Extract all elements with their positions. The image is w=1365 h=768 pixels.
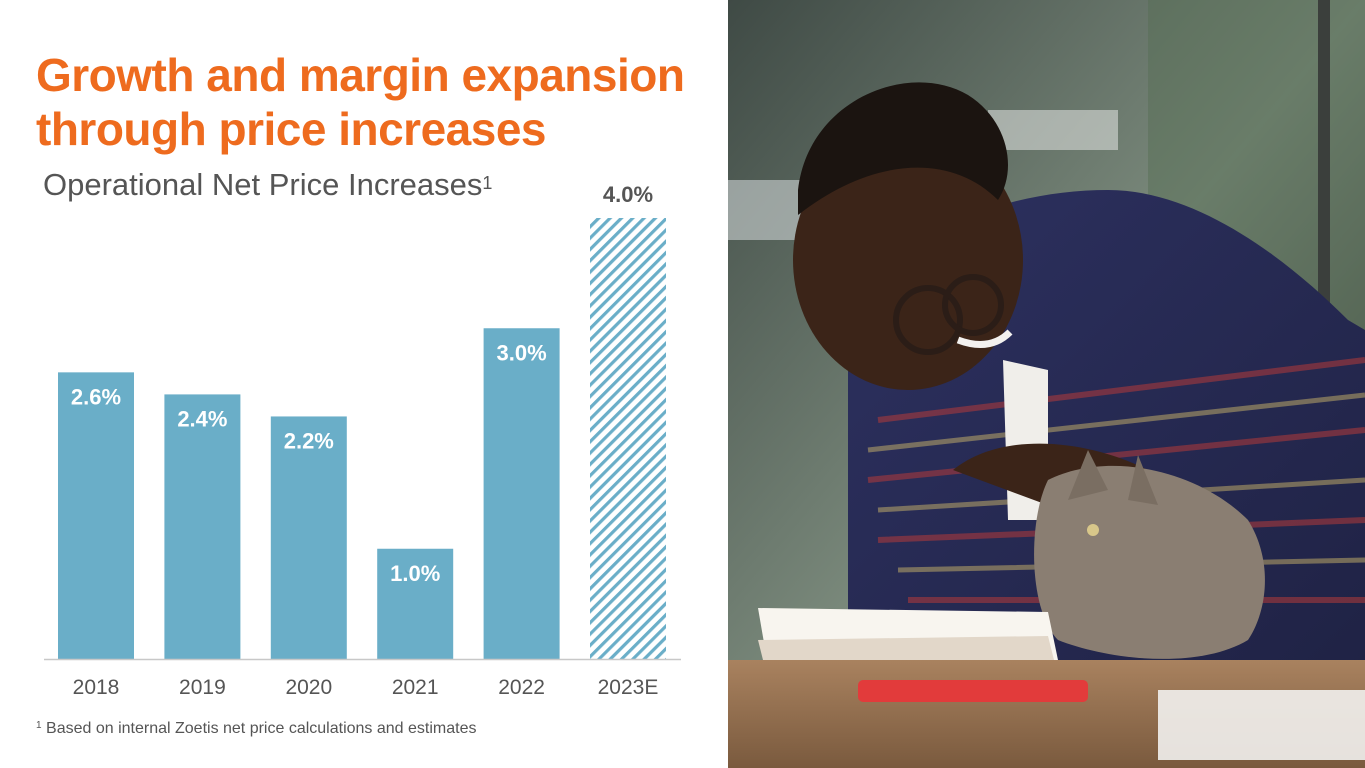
data-label-2022: 3.0% [497,340,547,365]
footnote-text: Based on internal Zoetis net price calcu… [46,720,477,737]
x-tick-label-2021: 2021 [392,676,439,699]
bar-2019 [164,394,241,659]
x-tick-label-2019: 2019 [179,676,226,699]
bar-2023e [590,218,666,659]
footnote-marker: 1 [36,720,42,731]
bar-2022 [483,328,560,659]
bar-2020 [270,416,347,659]
x-tick-label-2020: 2020 [285,676,332,699]
bar-2018 [58,372,134,659]
bar-chart: 2.6% 2018 2.4% 2019 2.2% 2020 1.0% 2021 3.0% 2022… [44,182,681,699]
slide-left-panel: Growth and margin expansion through pric… [36,48,685,738]
data-label-2021: 1.0% [390,561,440,586]
subtitle-footnote-marker: 1 [482,173,493,193]
data-label-2018: 2.6% [71,384,121,409]
x-tick-label-2023e: 2023E [598,676,659,699]
x-tick-label-2022: 2022 [498,676,545,699]
title-line-1: Growth and margin expansion [36,49,685,101]
chart-subtitle-text: Operational Net Price Increases [43,167,483,202]
slide-title: Growth and margin expansion through pric… [36,48,685,156]
data-label-2023e: 4.0% [603,182,653,207]
person-with-cat-photo [728,0,1365,768]
data-label-2020: 2.2% [284,428,334,453]
chart-subtitle: Operational Net Price Increases1 [43,165,492,205]
x-tick-label-2018: 2018 [73,676,120,699]
data-label-2019: 2.4% [177,406,227,431]
bar-2021 [377,548,454,659]
footnote: 1 Based on internal Zoetis net price cal… [36,720,476,738]
title-line-2: through price increases [36,103,547,155]
